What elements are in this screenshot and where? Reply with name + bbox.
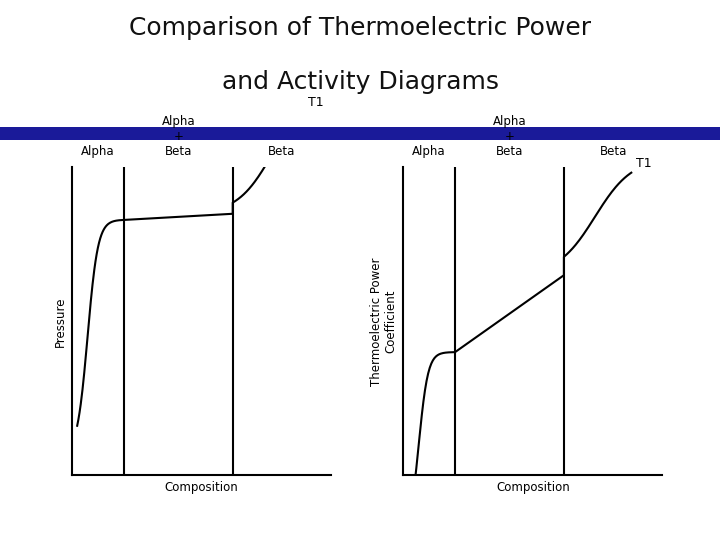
X-axis label: Composition: Composition bbox=[496, 481, 570, 494]
Text: Alpha
+
Beta: Alpha + Beta bbox=[492, 115, 526, 158]
X-axis label: Composition: Composition bbox=[165, 481, 238, 494]
Text: Beta: Beta bbox=[600, 145, 627, 158]
Y-axis label: Pressure: Pressure bbox=[53, 296, 66, 347]
Text: Beta: Beta bbox=[269, 145, 296, 158]
Y-axis label: Thermoelectric Power
Coefficient: Thermoelectric Power Coefficient bbox=[369, 257, 397, 386]
Text: Alpha: Alpha bbox=[413, 145, 446, 158]
Text: Alpha
+
Beta: Alpha + Beta bbox=[161, 115, 195, 158]
Text: Comparison of Thermoelectric Power: Comparison of Thermoelectric Power bbox=[129, 16, 591, 40]
Text: and Activity Diagrams: and Activity Diagrams bbox=[222, 70, 498, 94]
Text: T1: T1 bbox=[636, 157, 652, 170]
Text: T1: T1 bbox=[308, 96, 323, 109]
Text: Alpha: Alpha bbox=[81, 145, 114, 158]
